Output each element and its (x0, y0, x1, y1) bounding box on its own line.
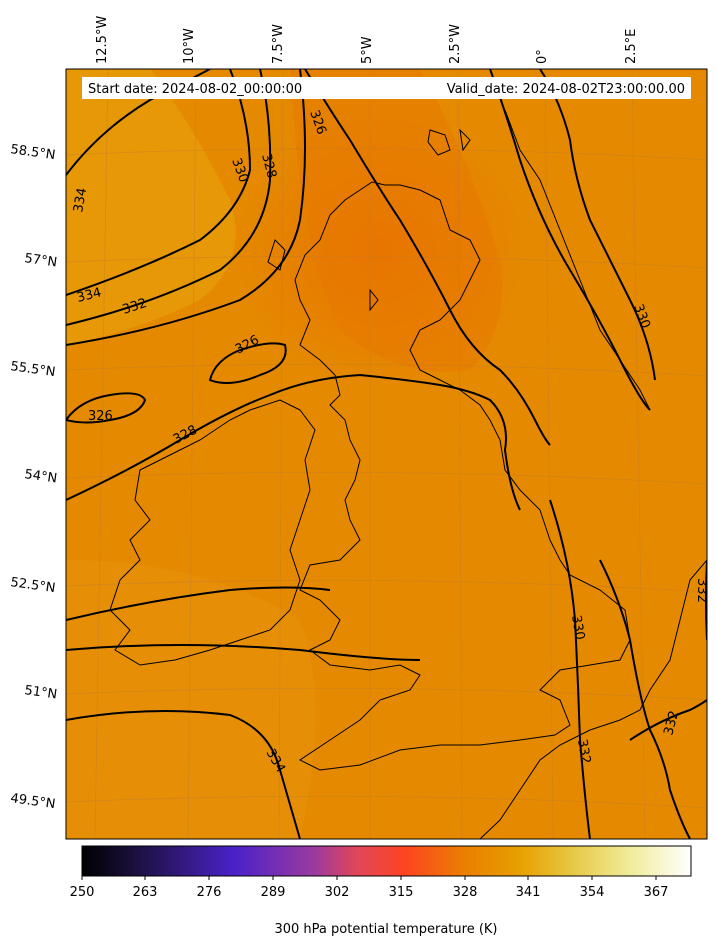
contour-line (66, 69, 252, 296)
contour-line (66, 392, 147, 424)
island-coastline (459, 128, 471, 152)
contour-line (304, 69, 551, 446)
meridian-line (457, 69, 463, 839)
contour-label: 332 (574, 738, 593, 765)
lat-label: 54°N (23, 467, 58, 486)
lon-label: 2.5°W (448, 24, 463, 64)
colorbar-tick-label: 354 (580, 885, 605, 900)
colorbar-bar (81, 845, 692, 877)
colorbar-tick-label: 276 (197, 885, 222, 900)
start-date-label: Start date: 2024-08-02_00:00:00 (88, 82, 302, 97)
colorbar: 250 263 276 289 302 315 328 341 354 367 … (70, 845, 692, 937)
colorbar-tick-label: 328 (453, 885, 478, 900)
lon-label: 5°W (360, 36, 375, 64)
map-area: 334 330 328 326 334 332 326 326 328 330 … (66, 69, 709, 839)
lat-label: 58.5°N (9, 142, 56, 163)
lon-label: 12.5°W (95, 16, 110, 64)
contour-label: 332 (121, 296, 149, 318)
contour-label: 334 (75, 285, 103, 306)
parallel-line (66, 255, 707, 269)
contour-line (629, 699, 707, 741)
island-coastline (369, 288, 379, 312)
lat-label: 51°N (23, 683, 58, 702)
contour-label: 334 (71, 187, 90, 214)
valid-date-label: Valid_date: 2024-08-02T23:00:00.00 (447, 82, 685, 97)
island-coastline (427, 129, 451, 156)
lat-label: 52.5°N (9, 575, 56, 596)
colorbar-tick-label: 315 (389, 885, 414, 900)
great-britain-coastline (294, 181, 631, 771)
continent-coastline (479, 559, 707, 839)
colorbar-tick-label: 302 (325, 885, 350, 900)
contour-label: 328 (258, 152, 279, 180)
parallel-line (66, 795, 707, 809)
field-region-light-sw (66, 560, 315, 839)
ireland-coastline (109, 399, 316, 666)
contour-line (66, 69, 306, 346)
contour-line (66, 373, 521, 511)
colorbar-ticks: 250 263 276 289 302 315 328 341 354 367 (70, 876, 669, 900)
parallel-line (66, 363, 707, 377)
colorbar-tick-label: 367 (644, 885, 669, 900)
lat-label: 57°N (23, 251, 58, 270)
map-frame (65, 68, 708, 840)
contour-label: 332 (694, 578, 709, 603)
lat-label: 55.5°N (9, 359, 56, 380)
meridian-line (278, 69, 284, 839)
colorbar-tick-label: 341 (516, 885, 541, 900)
meridian-line (544, 69, 554, 839)
norway-coastline (504, 109, 651, 411)
island-coastline (267, 239, 286, 271)
contour-labels: 334 330 328 326 334 332 326 326 328 330 … (71, 108, 709, 775)
parallel-line (66, 687, 707, 701)
colorbar-label: 300 hPa potential temperature (K) (274, 922, 497, 937)
contour-label: 330 (568, 614, 587, 641)
contour-line (489, 69, 651, 411)
colorbar-tick-label: 250 (70, 885, 95, 900)
contour-line (66, 69, 272, 326)
longitude-labels: 12.5°W 10°W 7.5°W 5°W 2.5°W 0° 2.5°E (95, 16, 639, 64)
lon-label: 2.5°E (624, 29, 639, 64)
header-box (82, 77, 691, 99)
contour-line (66, 644, 421, 661)
contour-line (66, 710, 301, 839)
contour-line (66, 586, 331, 621)
parallel-line (66, 471, 707, 485)
contour-label: 332 (661, 709, 682, 737)
lon-label: 10°W (182, 28, 197, 64)
meridian-line (94, 69, 109, 839)
contour-label: 326 (88, 409, 113, 424)
parallel-line (66, 579, 707, 593)
contour-lines (66, 69, 707, 839)
lon-label: 7.5°W (271, 24, 286, 64)
lon-label: 0° (535, 49, 550, 64)
colorbar-tick-label: 289 (261, 885, 286, 900)
contour-line (208, 342, 287, 385)
meridian-line (631, 69, 646, 839)
latitude-labels: 58.5°N 57°N 55.5°N 54°N 52.5°N 51°N 49.5… (9, 142, 58, 812)
field-region-dark-band (290, 69, 502, 372)
lat-label: 49.5°N (9, 791, 56, 812)
field-region-light-nw (66, 69, 236, 345)
contour-line (549, 499, 591, 839)
coastlines (109, 109, 707, 839)
colorbar-tick-label: 263 (133, 885, 158, 900)
contour-line (539, 69, 656, 381)
parallel-line (66, 148, 707, 161)
contour-line (599, 559, 691, 839)
